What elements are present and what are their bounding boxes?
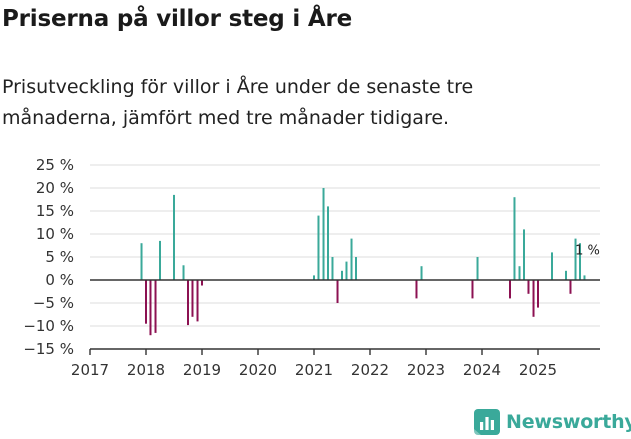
bar <box>527 280 530 294</box>
bar <box>317 215 320 280</box>
bar <box>471 280 474 299</box>
bar <box>569 280 572 294</box>
bar <box>537 280 539 308</box>
bar <box>518 266 521 280</box>
y-tick-label: 10 % <box>36 225 74 243</box>
bar <box>350 238 353 280</box>
y-tick-label: 25 % <box>36 156 74 174</box>
bar <box>509 280 511 299</box>
bar <box>476 257 479 280</box>
y-tick-label: −5 % <box>33 294 74 312</box>
bar <box>574 238 577 280</box>
bar-chart-logo-icon <box>474 409 500 435</box>
x-tick-label: 2025 <box>519 361 557 379</box>
bar <box>149 280 152 336</box>
brand-name: Newsworthy <box>506 411 631 433</box>
bar <box>551 252 553 280</box>
latest-value-label: 1 % <box>575 243 600 258</box>
y-tick-label: 20 % <box>36 179 74 197</box>
bar <box>322 188 325 280</box>
bar <box>201 280 203 286</box>
bar <box>583 275 586 280</box>
bar <box>191 280 194 317</box>
bar <box>336 280 339 303</box>
bar <box>145 280 147 324</box>
x-tick-label: 2017 <box>71 361 109 379</box>
bar <box>331 257 334 280</box>
bar <box>154 280 157 333</box>
x-tick-label: 2018 <box>127 361 165 379</box>
x-tick-label: 2019 <box>183 361 221 379</box>
bar <box>187 280 189 326</box>
x-tick-label: 2020 <box>239 361 277 379</box>
bar <box>579 243 581 280</box>
bar <box>565 270 567 280</box>
bar <box>313 275 315 280</box>
bar <box>420 266 423 280</box>
bar <box>523 229 525 280</box>
bar <box>159 240 161 280</box>
bar <box>341 270 343 280</box>
y-tick-label: −10 % <box>23 317 74 335</box>
y-tick-label: 15 % <box>36 202 74 220</box>
bar <box>345 261 348 280</box>
y-tick-label: −15 % <box>23 340 74 358</box>
bar <box>532 280 535 317</box>
bar <box>173 194 175 280</box>
bar <box>327 206 329 280</box>
bar <box>196 280 199 322</box>
x-tick-label: 2024 <box>463 361 501 379</box>
x-tick-label: 2022 <box>351 361 389 379</box>
chart-subtitle: Prisutveckling för villor i Åre under de… <box>2 76 474 129</box>
x-tick-label: 2021 <box>295 361 333 379</box>
y-tick-label: 5 % <box>45 248 74 266</box>
bar <box>513 197 516 280</box>
x-tick-label: 2023 <box>407 361 445 379</box>
newsworthy-logo: Newsworthy <box>474 407 631 437</box>
bar <box>140 243 143 280</box>
bar <box>182 265 185 280</box>
y-tick-label: 0 % <box>45 271 74 289</box>
bar <box>415 280 418 299</box>
chart-title: Priserna på villor steg i Åre <box>2 6 352 32</box>
bar <box>355 257 357 280</box>
